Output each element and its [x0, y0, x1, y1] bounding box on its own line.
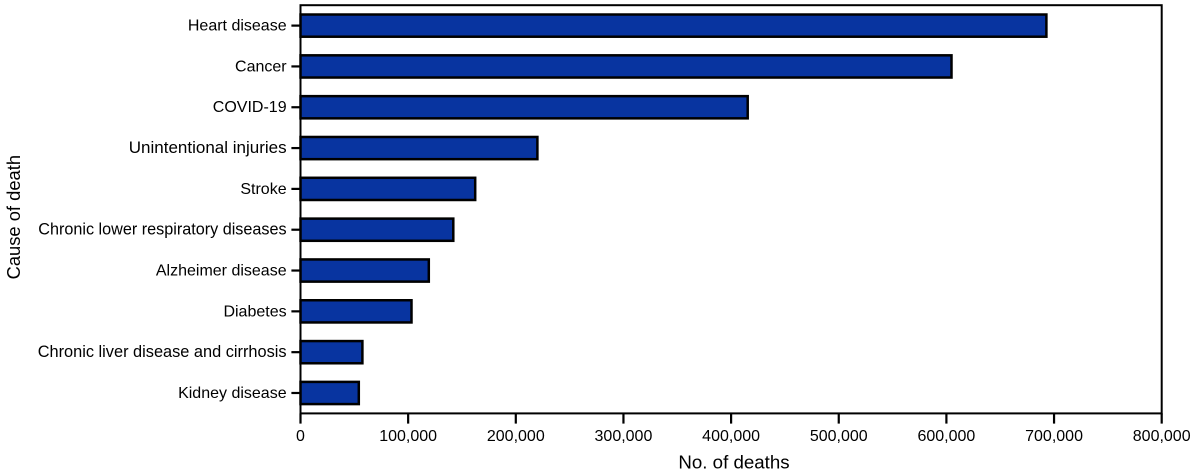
svg-text:800,000: 800,000 [1133, 428, 1191, 445]
svg-text:Heart disease: Heart disease [188, 18, 287, 35]
svg-text:700,000: 700,000 [1025, 428, 1083, 445]
svg-text:Alzheimer disease: Alzheimer disease [156, 262, 287, 279]
svg-text:400,000: 400,000 [702, 428, 760, 445]
svg-text:No. of deaths: No. of deaths [678, 451, 789, 472]
svg-text:0: 0 [296, 428, 305, 445]
svg-text:200,000: 200,000 [487, 428, 545, 445]
svg-text:600,000: 600,000 [917, 428, 975, 445]
svg-text:500,000: 500,000 [810, 428, 868, 445]
svg-text:100,000: 100,000 [379, 428, 437, 445]
svg-text:Chronic liver disease and cirr: Chronic liver disease and cirrhosis [38, 343, 287, 361]
svg-text:300,000: 300,000 [595, 428, 653, 445]
svg-text:Diabetes: Diabetes [223, 303, 286, 320]
svg-text:Cause of death: Cause of death [3, 155, 24, 279]
svg-text:Stroke: Stroke [240, 181, 286, 198]
svg-text:Cancer: Cancer [235, 58, 287, 75]
svg-text:Kidney disease: Kidney disease [178, 385, 287, 402]
svg-text:Unintentional injuries: Unintentional injuries [129, 138, 287, 157]
svg-text:Chronic lower respiratory dise: Chronic lower respiratory diseases [38, 221, 286, 239]
svg-text:COVID-19: COVID-19 [213, 99, 287, 116]
